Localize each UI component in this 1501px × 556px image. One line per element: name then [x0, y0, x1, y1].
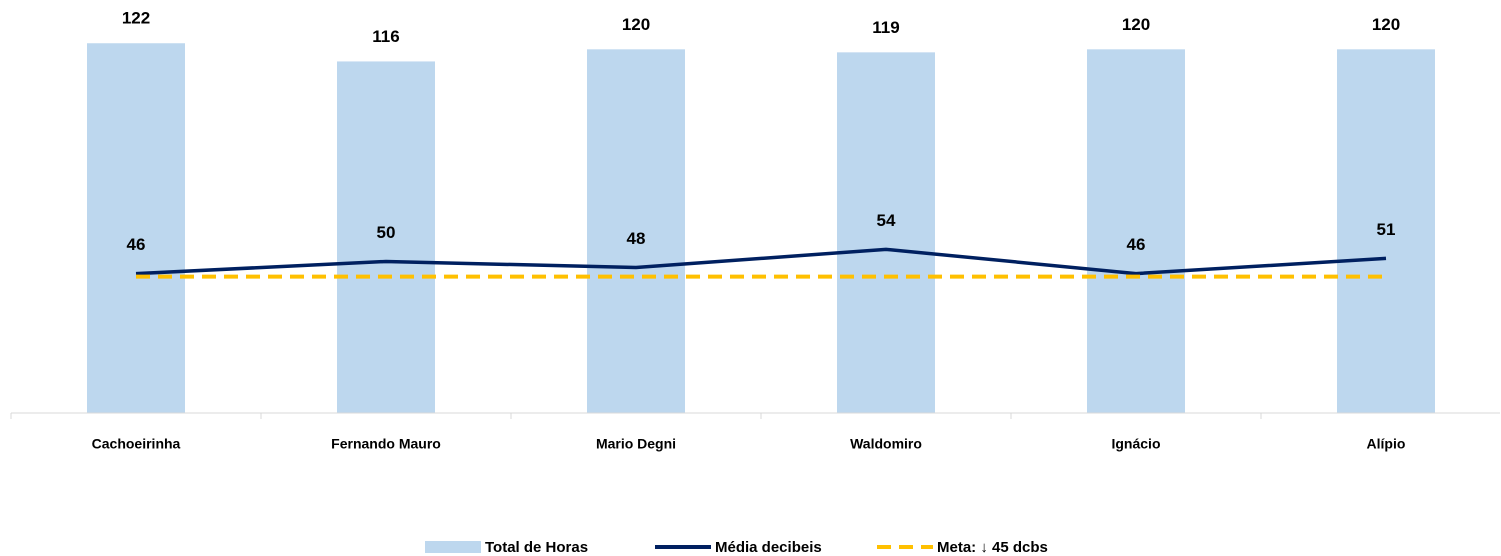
- bar-value-label: 120: [1372, 15, 1400, 34]
- line-value-label: 51: [1377, 220, 1396, 239]
- line-value-label: 46: [127, 235, 146, 254]
- bar: [587, 49, 685, 414]
- bar: [87, 43, 185, 413]
- bar-value-label: 122: [122, 9, 150, 28]
- x-tick-label: Cachoeirinha: [92, 436, 181, 452]
- legend-swatch: [425, 541, 481, 553]
- bar-value-label: 116: [372, 27, 399, 46]
- bar: [337, 61, 435, 413]
- legend-label: Meta: ↓ 45 dcbs: [937, 539, 1048, 556]
- bar-value-label: 120: [1122, 15, 1150, 34]
- x-tick-label: Ignácio: [1111, 436, 1160, 452]
- line-value-label: 50: [377, 223, 396, 242]
- bar: [1337, 49, 1435, 414]
- line-value-label: 46: [1127, 235, 1146, 254]
- x-tick-label: Waldomiro: [850, 436, 922, 452]
- legend-label: Total de Horas: [485, 539, 588, 556]
- line-value-label: 54: [877, 211, 896, 230]
- bar-value-label: 120: [622, 15, 650, 34]
- legend-label: Média decibeis: [715, 539, 822, 556]
- x-tick-label: Mario Degni: [596, 436, 676, 452]
- bar-value-label: 119: [872, 18, 899, 37]
- x-tick-label: Alípio: [1367, 436, 1406, 452]
- bar: [837, 52, 935, 413]
- x-tick-label: Fernando Mauro: [331, 436, 441, 452]
- line-series: [135, 247, 1387, 276]
- bar: [1087, 49, 1185, 414]
- line-value-label: 48: [627, 229, 646, 248]
